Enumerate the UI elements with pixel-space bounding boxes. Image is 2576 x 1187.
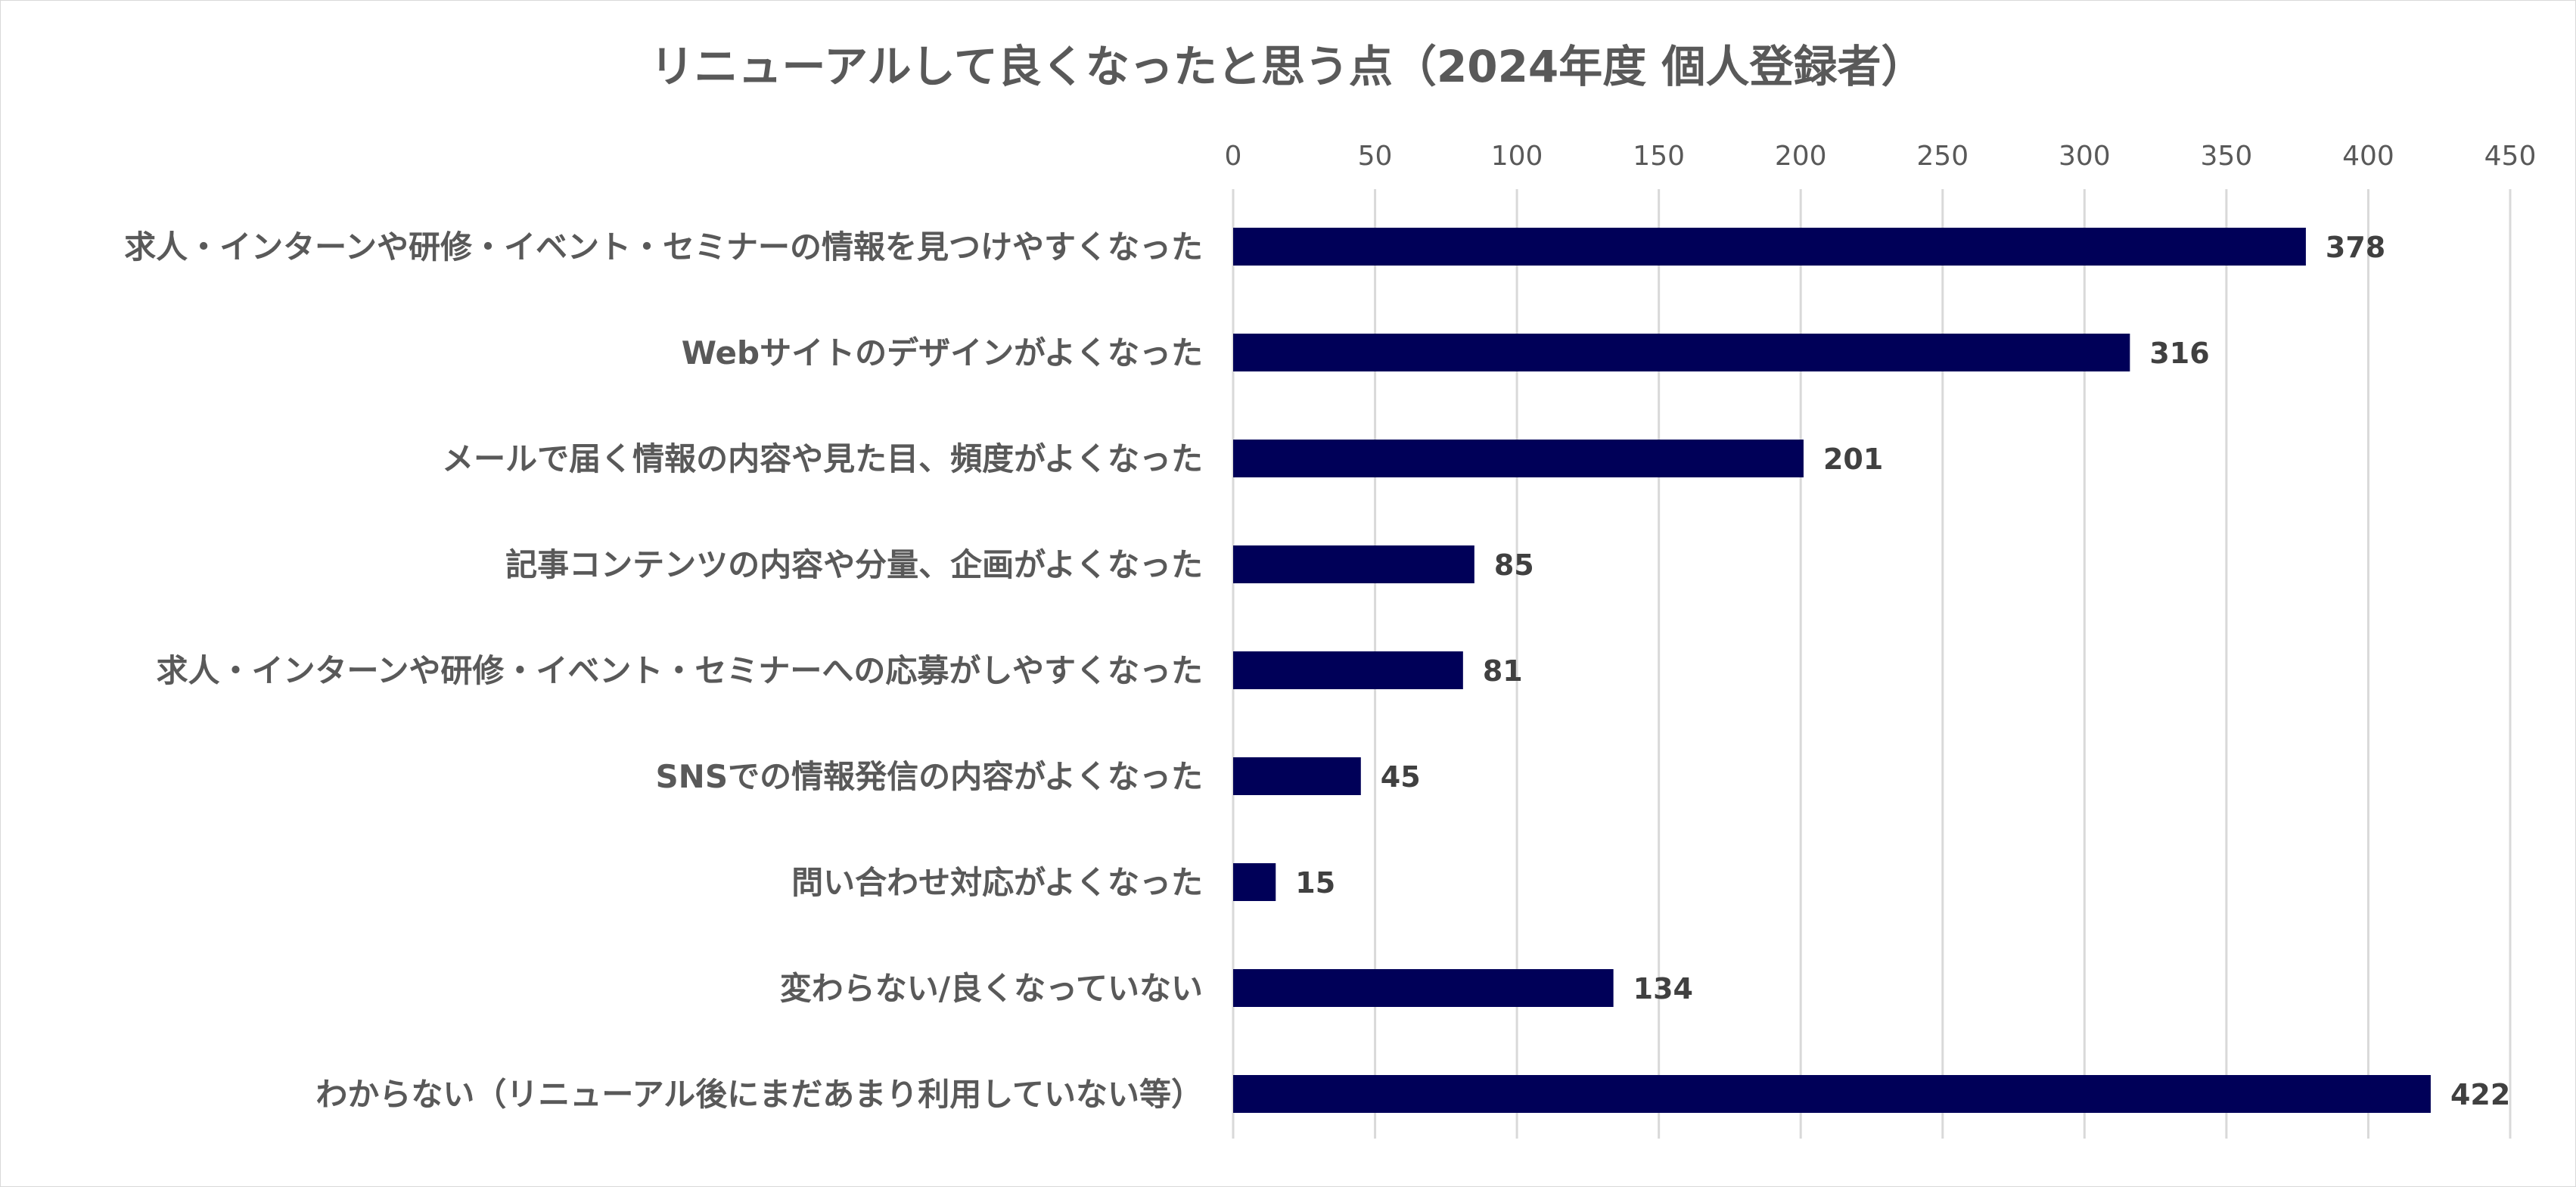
chart-title: リニューアルして良くなったと思う点（2024年度 個人登録者） [651, 41, 1925, 92]
category-label-0: 求人・インターンや研修・イベント・セミナーの情報を見つけやすくなった [124, 228, 1203, 266]
tick-label-400: 400 [2342, 141, 2394, 172]
bar-2 [1233, 440, 1804, 477]
tick-label-250: 250 [1916, 141, 1969, 172]
category-label-1: Webサイトのデザインがよくなった [682, 334, 1203, 371]
data-labels: 378 316 201 85 81 45 15 134 422 [1295, 231, 2510, 1111]
category-label-6: 問い合わせ対応がよくなった [791, 864, 1203, 901]
bar-4 [1233, 651, 1463, 689]
data-label-7: 134 [1633, 972, 1693, 1005]
data-label-3: 85 [1494, 548, 1534, 582]
data-label-2: 201 [1823, 443, 1883, 476]
bars [1233, 228, 2431, 1113]
tick-label-0: 0 [1225, 141, 1242, 172]
bar-8 [1233, 1075, 2431, 1113]
category-labels: 求人・インターンや研修・イベント・セミナーの情報を見つけやすくなった Webサイト… [124, 228, 1203, 1113]
tick-label-300: 300 [2059, 141, 2111, 172]
bar-1 [1233, 334, 2130, 371]
bar-7 [1233, 969, 1614, 1007]
category-label-7: 変わらない/良くなっていない [780, 970, 1203, 1007]
category-label-5: SNSでの情報発信の内容がよくなった [655, 758, 1203, 795]
tick-label-200: 200 [1775, 141, 1827, 172]
category-label-8: わからない（リニューアル後にまだあまり利用していない等） [315, 1076, 1203, 1113]
data-label-8: 422 [2450, 1078, 2510, 1111]
category-label-3: 記事コンテンツの内容や分量、企画がよくなった [505, 546, 1203, 583]
bar-3 [1233, 545, 1474, 583]
tick-label-350: 350 [2201, 141, 2253, 172]
category-label-4: 求人・インターンや研修・イベント・セミナーへの応募がしやすくなった [157, 652, 1203, 689]
data-label-5: 45 [1381, 760, 1421, 794]
bar-6 [1233, 863, 1276, 901]
tick-label-50: 50 [1358, 141, 1393, 172]
x-axis-ticks: 0 50 100 150 200 250 300 350 400 450 [1225, 141, 2537, 172]
category-label-2: メールで届く情報の内容や見た目、頻度がよくなった [442, 440, 1203, 477]
data-label-0: 378 [2326, 231, 2385, 264]
data-label-4: 81 [1483, 654, 1523, 688]
bar-0 [1233, 228, 2306, 266]
data-label-6: 15 [1295, 866, 1335, 900]
tick-label-450: 450 [2484, 141, 2537, 172]
tick-label-100: 100 [1491, 141, 1543, 172]
data-label-1: 316 [2149, 337, 2209, 370]
bar-5 [1233, 757, 1361, 795]
tick-label-150: 150 [1633, 141, 1685, 172]
